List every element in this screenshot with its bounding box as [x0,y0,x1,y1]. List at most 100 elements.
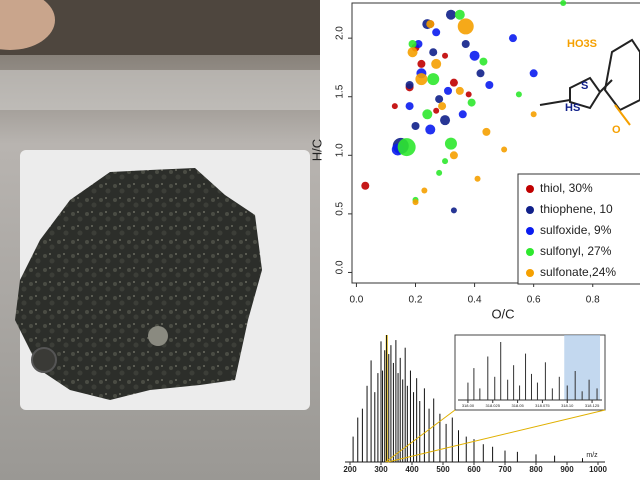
point [465,91,472,98]
point [442,52,449,59]
point [445,9,456,20]
point [432,28,441,37]
peak [530,373,532,400]
legend-marker [526,248,534,256]
peak [566,385,568,400]
peak [392,362,394,462]
point [408,40,417,49]
point [414,40,423,49]
x-tick-label: 700 [498,465,512,474]
y-axis-label: H/C [309,139,324,161]
point [431,58,442,69]
point [412,199,419,206]
peak [519,385,521,400]
peak [494,376,496,400]
y-tick-label: 0.5 [335,201,346,215]
legend-label: sulfonate,24% [540,265,616,279]
peak [500,342,502,400]
point [426,20,435,29]
peak [402,379,404,462]
x-tick-label: 318.10 [561,403,574,408]
peak [377,373,379,462]
structure-label: O [612,124,621,136]
x-tick-label: 1000 [589,465,607,474]
point [449,78,458,87]
peak [582,458,583,462]
x-tick-label: 0.6 [527,295,541,306]
plot-frame [351,2,640,284]
point [405,81,414,90]
peak [352,436,354,462]
point [436,169,443,176]
peak [399,357,401,462]
peak [558,376,560,400]
x-tick-label: 800 [529,465,543,474]
structure [539,38,640,126]
photo [0,0,320,480]
peak [473,368,475,400]
x-axis-label: O/C [491,306,514,321]
legend-label: thiol, 30% [540,181,593,195]
point [530,111,537,118]
peak [390,345,392,462]
point [482,127,491,136]
x-tick-label: 318.075 [535,403,550,408]
peak [397,373,399,462]
structure-label: HS [565,102,580,114]
x-tick-label: 0.8 [586,295,600,306]
x-tick-label: 300 [374,465,388,474]
peak [416,378,418,462]
point [425,124,436,135]
peak [374,392,376,462]
y-tick-label: 1.0 [335,143,346,157]
x-axis-label: m/z [586,452,598,459]
peak [433,398,435,462]
point [467,98,476,107]
point [485,81,494,90]
zoom-line [387,409,606,463]
peak [473,439,475,462]
point [429,48,438,57]
peak [507,379,509,400]
point [422,109,433,120]
point [450,207,457,214]
peak [388,354,390,462]
point [433,107,440,114]
peak [525,353,527,400]
peak [588,379,590,400]
point [411,122,420,131]
peak [451,417,453,462]
peak [596,388,598,400]
x-tick-label: 318.00 [462,403,475,408]
peak [479,388,481,400]
x-tick-label: 500 [436,465,450,474]
peak [361,408,363,462]
point [529,69,538,78]
peak [380,341,382,462]
structure-label: HO3S [567,38,597,50]
peak [419,401,421,462]
x-tick-label: 400 [405,465,419,474]
peak [544,362,546,400]
peak [516,451,518,462]
point [469,50,480,61]
peak [357,417,359,462]
point [407,47,418,58]
peak [482,444,484,462]
point [449,151,458,160]
y-tick-label: 1.5 [335,84,346,98]
peak [370,360,372,462]
peak [536,382,538,400]
zoom-line [385,409,456,463]
point [501,146,508,153]
peak [467,382,469,400]
point [405,102,414,111]
peak [382,370,384,462]
peak [384,350,386,462]
peak [492,446,494,462]
point [417,59,426,68]
peak [551,388,553,400]
point [361,181,370,190]
